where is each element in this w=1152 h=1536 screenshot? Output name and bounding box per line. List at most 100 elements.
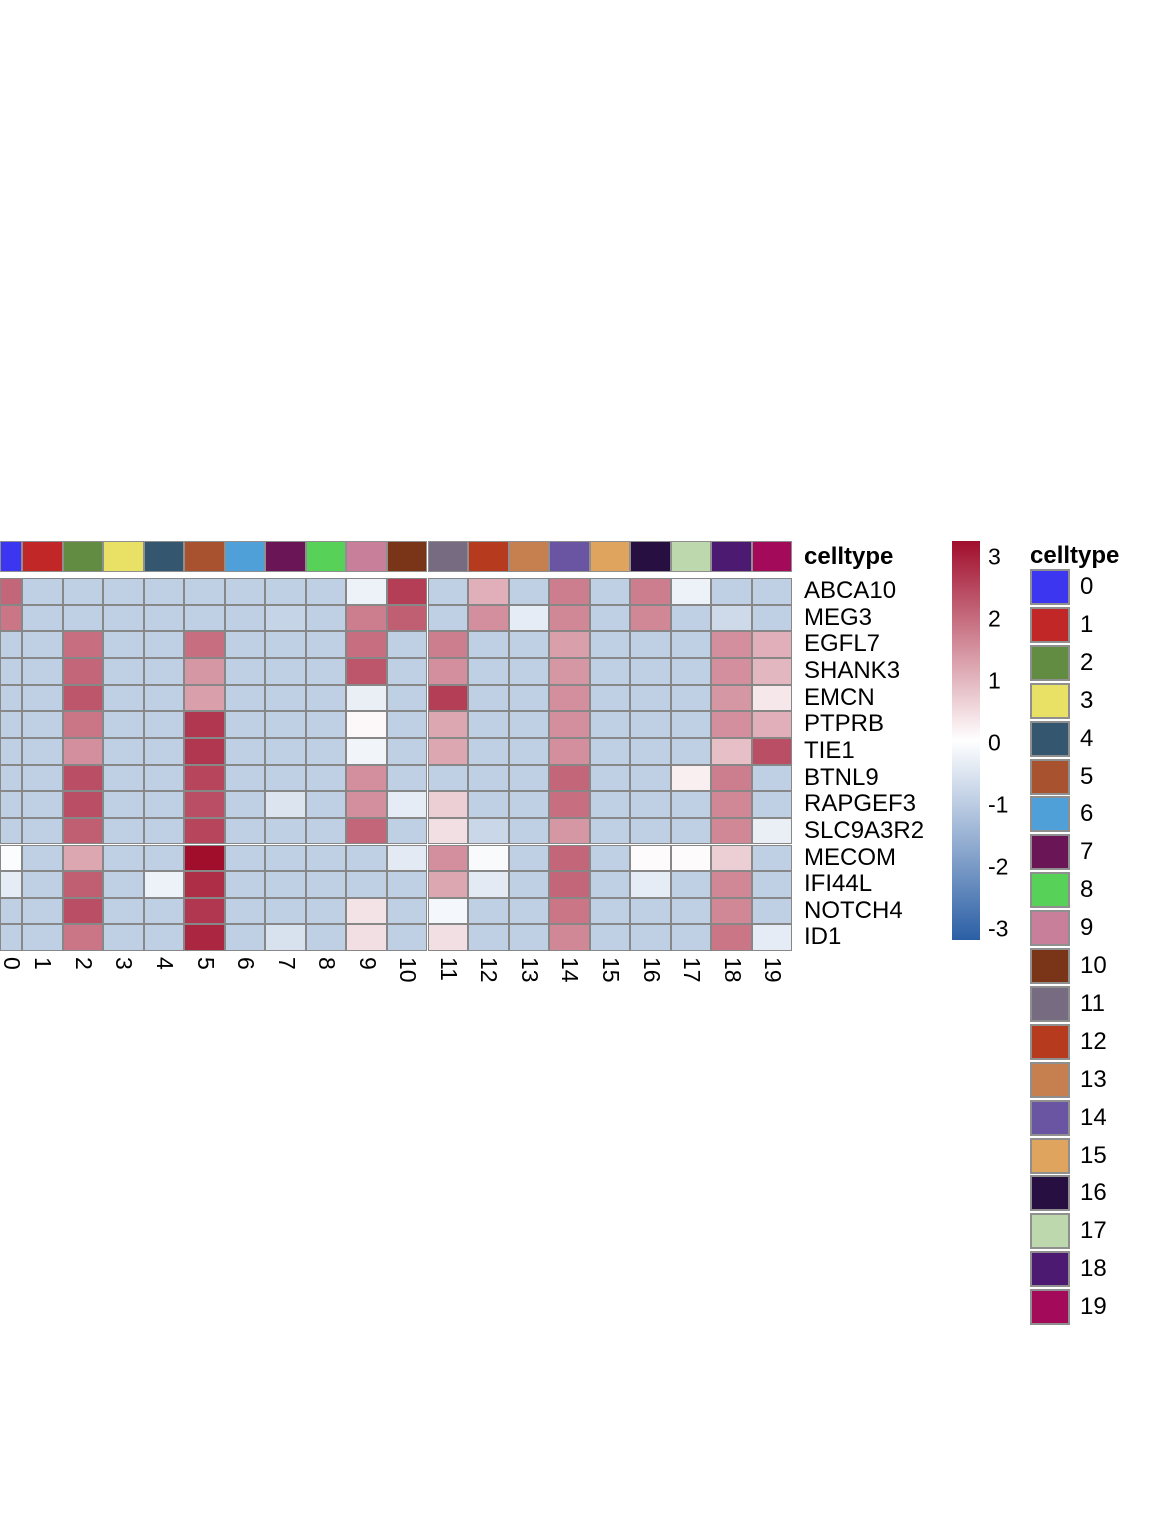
celltype-column-label: 1 (30, 957, 57, 970)
heatmap-cell (630, 871, 671, 898)
heatmap-cell (751, 817, 793, 845)
heatmap-cell (224, 844, 266, 872)
gene-label: BTNL9 (804, 763, 879, 791)
heatmap-cell (305, 604, 347, 632)
heatmap-cell (143, 657, 185, 685)
celltype-column-label: 6 (233, 957, 259, 970)
heatmap-cell (224, 817, 266, 845)
heatmap-cell (589, 711, 631, 738)
heatmap-cell (184, 578, 225, 605)
heatmap-cell (103, 897, 144, 925)
heatmap-cell (711, 871, 752, 898)
gene-label: ABCA10 (804, 577, 897, 604)
gene-label: RAPGEF3 (804, 790, 917, 818)
heatmap-cell (549, 924, 590, 952)
heatmap-cell (103, 631, 144, 658)
heatmap-cell (346, 897, 387, 925)
heatmap-cell (427, 817, 469, 845)
heatmap-cell (589, 737, 631, 765)
heatmap-cell (143, 817, 185, 845)
heatmap-cell (0, 711, 22, 738)
heatmap-cell (630, 631, 671, 658)
heatmap-cell (346, 817, 387, 845)
heatmap-cell (224, 578, 266, 605)
heatmap-cell (427, 711, 469, 738)
heatmap-cell (508, 871, 550, 898)
heatmap-cell (549, 791, 590, 818)
legend-label: 3 (1080, 686, 1094, 714)
heatmap-cell (0, 657, 22, 685)
heatmap-cell (751, 924, 793, 952)
heatmap-cell (670, 897, 712, 925)
heatmap-cell (589, 631, 631, 658)
heatmap-cell (468, 684, 509, 712)
heatmap-cell (62, 897, 104, 925)
heatmap-cell (103, 711, 144, 738)
legend-label: 6 (1080, 800, 1094, 828)
annotation-cell (22, 541, 63, 572)
heatmap-cell (62, 791, 104, 818)
heatmap-cell (62, 871, 104, 898)
heatmap-cell (305, 897, 347, 925)
gene-label: EGFL7 (804, 630, 881, 658)
heatmap-cell (103, 764, 144, 792)
heatmap-cell (427, 897, 469, 925)
heatmap-cell (22, 791, 63, 818)
heatmap-cell (22, 631, 63, 658)
heatmap-cell (670, 844, 712, 872)
heatmap-cell (184, 897, 225, 925)
legend-swatch (1030, 720, 1070, 757)
heatmap-cell (427, 578, 469, 605)
heatmap-cell (508, 684, 550, 712)
heatmap-cell (468, 764, 509, 792)
heatmap-cell (427, 871, 469, 898)
annotation-cell (62, 541, 104, 572)
heatmap-cell (103, 737, 144, 765)
heatmap-cell (0, 631, 22, 658)
heatmap-cell (62, 631, 104, 658)
heatmap-cell (711, 844, 752, 872)
celltype-column-label: 2 (70, 957, 97, 970)
heatmap-cell (549, 764, 590, 792)
heatmap-cell (0, 924, 22, 952)
legend-swatch (1030, 758, 1070, 795)
annotation-bar-title: celltype (804, 543, 894, 570)
heatmap-cell (751, 711, 793, 738)
gene-label: IFI44L (804, 870, 873, 898)
heatmap-cell (508, 711, 550, 738)
heatmap-cell (22, 871, 63, 898)
annotation-cell (143, 541, 185, 572)
gene-label: NOTCH4 (804, 896, 903, 924)
heatmap-cell (265, 711, 306, 738)
heatmap-cell (711, 897, 752, 925)
heatmap-cell (468, 578, 509, 605)
heatmap-cell (0, 844, 22, 872)
heatmap-cell (751, 764, 793, 792)
legend-label: 13 (1080, 1065, 1107, 1093)
heatmap-cell (184, 657, 225, 685)
heatmap-cell (549, 844, 590, 872)
heatmap-cell (143, 791, 185, 818)
heatmap-cell (711, 578, 752, 605)
heatmap-cell (468, 631, 509, 658)
legend-label: 15 (1080, 1141, 1107, 1169)
heatmap-cell (630, 924, 671, 952)
celltype-column-label: 5 (192, 957, 219, 970)
annotation-cell (427, 541, 469, 572)
heatmap-cell (427, 924, 469, 952)
heatmap-cell (305, 764, 347, 792)
heatmap-cell (711, 764, 752, 792)
legend-swatch (1030, 1213, 1070, 1250)
heatmap-cell (508, 604, 550, 632)
heatmap-cell (184, 844, 225, 872)
heatmap-cell (549, 684, 590, 712)
legend-swatch (1030, 910, 1070, 947)
annotation-cell (224, 541, 266, 572)
annotation-cell (386, 541, 428, 572)
heatmap-cell (0, 897, 22, 925)
heatmap-cell (427, 764, 469, 792)
heatmap-cell (549, 737, 590, 765)
legend-label: 14 (1080, 1103, 1107, 1131)
heatmap-cell (346, 871, 387, 898)
heatmap-cell (589, 578, 631, 605)
